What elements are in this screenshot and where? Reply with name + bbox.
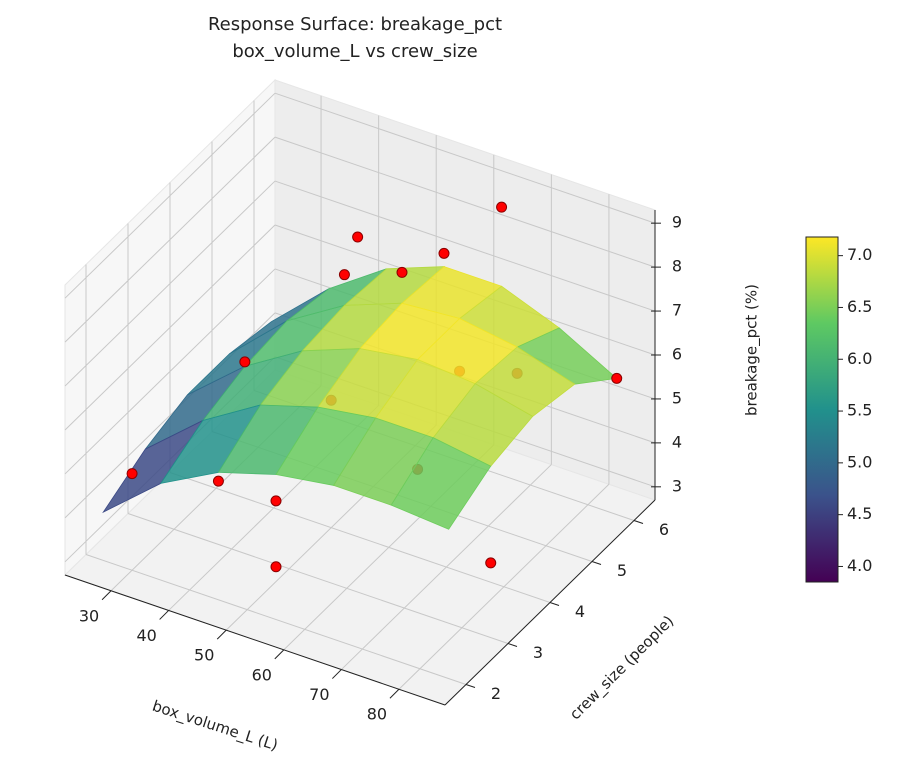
chart-subtitle: box_volume_L vs crew_size xyxy=(232,41,477,62)
colorbar-tick-label: 6.5 xyxy=(847,297,872,316)
colorbar-tick-label: 4.5 xyxy=(847,504,872,523)
z-tick-label: 8 xyxy=(672,257,682,276)
data-point xyxy=(496,201,508,213)
grid-line xyxy=(274,136,656,268)
grid-line xyxy=(169,472,551,603)
y-tick-label: 4 xyxy=(575,602,585,621)
y-tick-label: 5 xyxy=(617,561,627,580)
data-point xyxy=(270,495,282,507)
y-tick xyxy=(549,602,560,606)
grid-line xyxy=(274,180,656,312)
data-point xyxy=(338,269,350,281)
grid-line xyxy=(64,224,276,431)
x-tick xyxy=(389,688,400,699)
surface-patch xyxy=(390,437,492,530)
x-axis-label: box_volume_L (L) xyxy=(150,697,280,756)
x-axis-line xyxy=(64,574,446,706)
z-tick-label: 6 xyxy=(672,345,682,364)
colorbar-tick-label: 6.0 xyxy=(847,349,872,368)
x-tick xyxy=(332,669,342,679)
colorbar-tick-label: 5.0 xyxy=(847,452,872,471)
y-tick xyxy=(591,561,602,565)
x-tick xyxy=(274,649,285,660)
x-tick-label: 30 xyxy=(79,606,99,625)
z-axis-label: breakage_pct (%) xyxy=(743,284,762,416)
colorbar-tick-label: 5.5 xyxy=(847,401,872,420)
y-tick-label: 2 xyxy=(491,684,501,703)
grid-line xyxy=(274,92,656,224)
colorbar-tick-label: 4.0 xyxy=(847,556,872,575)
grid-line xyxy=(64,268,276,475)
y-tick xyxy=(633,520,644,524)
x-tick-label: 40 xyxy=(136,626,156,645)
y-axis-line xyxy=(444,499,656,706)
y-tick xyxy=(507,643,518,647)
grid-line xyxy=(64,92,276,299)
grid-line xyxy=(64,136,276,343)
chart-title: Response Surface: breakage_pct xyxy=(208,14,502,35)
x-tick-label: 80 xyxy=(367,705,387,724)
y-tick-label: 6 xyxy=(659,520,669,539)
x-tick xyxy=(159,610,169,620)
z-tick-label: 5 xyxy=(672,388,682,407)
data-point xyxy=(212,475,224,487)
data-point xyxy=(239,356,251,368)
z-tick-label: 9 xyxy=(672,213,682,232)
colorbar xyxy=(805,236,839,583)
x-tick-label: 60 xyxy=(252,665,272,684)
z-tick-label: 4 xyxy=(672,432,682,451)
data-point xyxy=(270,561,282,573)
data-point xyxy=(126,468,138,480)
data-point xyxy=(485,557,497,569)
y-tick-label: 3 xyxy=(533,643,543,662)
y-axis-label: crew_size (people) xyxy=(566,612,678,724)
z-tick-label: 7 xyxy=(672,301,682,320)
colorbar-tick-label: 7.0 xyxy=(847,245,872,264)
x-tick-label: 50 xyxy=(194,646,214,665)
y-tick xyxy=(465,684,476,688)
grid-line xyxy=(127,513,509,644)
data-point xyxy=(396,266,408,278)
z-tick-label: 3 xyxy=(672,476,682,495)
x-tick xyxy=(216,629,227,640)
data-point xyxy=(352,231,364,243)
grid-line xyxy=(64,180,276,387)
x-tick xyxy=(101,590,112,601)
data-point xyxy=(438,247,450,259)
x-tick-label: 70 xyxy=(309,685,329,704)
data-point xyxy=(611,372,623,384)
grid-line xyxy=(85,554,467,685)
